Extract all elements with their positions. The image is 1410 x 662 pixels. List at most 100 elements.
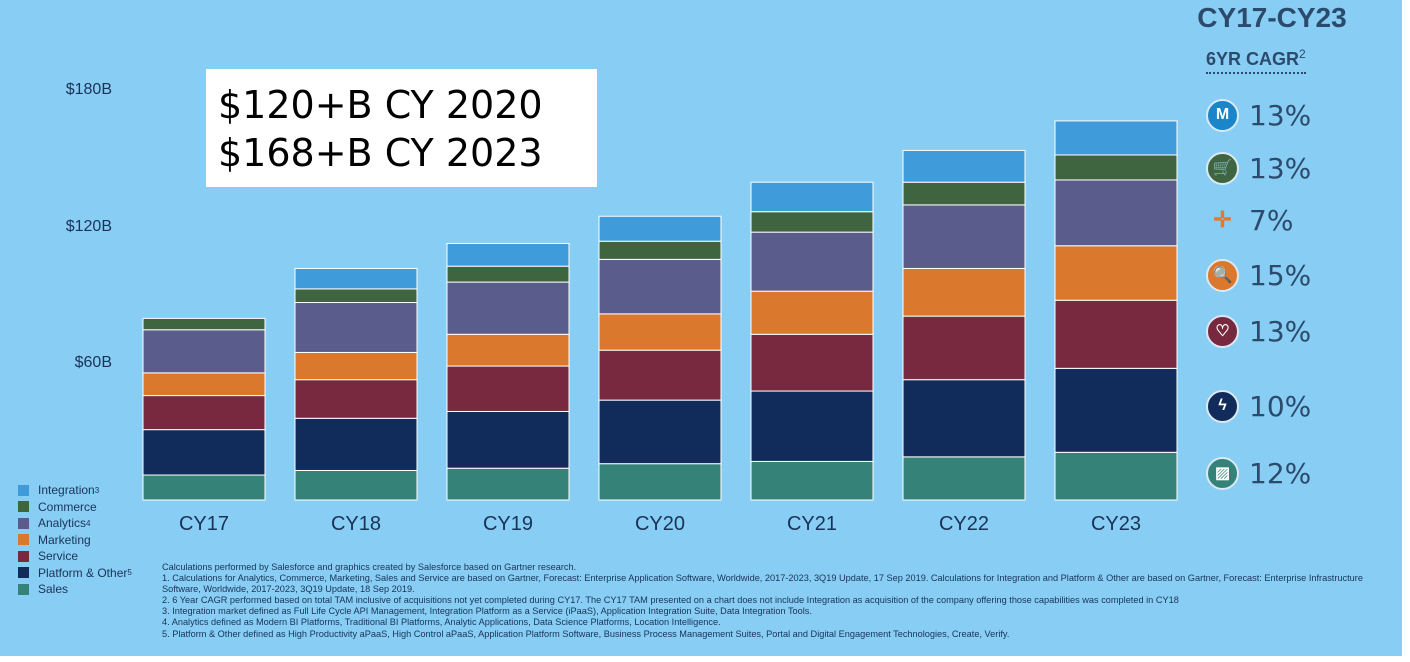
- x-tick-cy19: CY19: [482, 513, 534, 535]
- bar-segment-marketing-cy23: [1054, 245, 1178, 301]
- x-tick-cy22: CY22: [938, 513, 990, 535]
- legend-swatch: [18, 550, 29, 562]
- footnote-1: 1. Calculations for Analytics, Commerce,…: [162, 573, 1363, 595]
- footnote-5: 5. Platform & Other defined as High Prod…: [162, 628, 1010, 639]
- bar-segment-commerce-cy18: [294, 288, 418, 304]
- sales-chart-icon: ▨: [1206, 456, 1239, 490]
- x-tick-cy18: CY18: [330, 513, 382, 535]
- legend-item-sales: Sales: [18, 581, 132, 598]
- bar-segment-sales-cy20: [598, 463, 722, 501]
- bar-segment-service-cy18: [294, 379, 418, 419]
- bar-segment-integration-cy18: [294, 267, 418, 290]
- y-tick-180: $180B: [65, 81, 112, 99]
- bar-segment-platform-other-cy22: [902, 379, 1026, 458]
- bar-segment-service-cy20: [598, 349, 722, 401]
- bar-segment-marketing-cy19: [446, 333, 570, 367]
- bar-segment-service-cy19: [446, 365, 570, 412]
- bar-segment-sales-cy18: [294, 469, 418, 501]
- footnote-source: Calculations performed by Salesforce and…: [162, 562, 577, 572]
- cagr-value: 10%: [1249, 389, 1312, 423]
- legend-swatch: [18, 534, 29, 546]
- cagr-subtitle-text: 6YR CAGR: [1206, 49, 1300, 69]
- bar-segment-integration-cy21: [750, 181, 874, 213]
- x-tick-cy17: CY17: [178, 513, 230, 535]
- cagr-value: 13%: [1249, 314, 1312, 348]
- footnote-4: 4. Analytics defined as Modern BI Platfo…: [162, 617, 721, 628]
- cagr-value: 13%: [1249, 98, 1312, 132]
- bar-segment-service-cy22: [902, 315, 1026, 381]
- cagr-value: 15%: [1249, 258, 1312, 292]
- x-tick-cy21: CY21: [786, 513, 838, 535]
- bar-segment-platform-other-cy19: [446, 410, 570, 469]
- callout-line-2023: $168+B CY 2023: [218, 131, 543, 175]
- bar-segment-service-cy17: [142, 395, 266, 431]
- legend-item-integration: Integration 3: [18, 482, 132, 499]
- bar-segment-analytics-cy21: [750, 231, 874, 292]
- cagr-row: M 13%: [1206, 97, 1311, 133]
- legend-item-analytics: Analytics 4: [18, 515, 132, 532]
- bar-segment-commerce-cy19: [446, 265, 570, 283]
- y-tick-120: $120B: [65, 217, 112, 235]
- legend-swatch: [18, 517, 29, 529]
- tam-callout-box: $120+B CY 2020 $168+B CY 2023: [206, 69, 597, 187]
- bar-segment-integration-cy20: [598, 215, 722, 242]
- x-tick-cy20: CY20: [634, 513, 686, 535]
- bar-segment-integration-cy19: [446, 242, 570, 267]
- commerce-cart-icon: 🛒: [1206, 151, 1239, 185]
- cagr-subtitle: 6YR CAGR2: [1206, 47, 1306, 74]
- bar-segment-commerce-cy17: [142, 317, 266, 331]
- bar-segment-platform-other-cy23: [1054, 367, 1178, 453]
- footnote-3: 3. Integration market defined as Full Li…: [162, 606, 812, 617]
- bar-segment-commerce-cy20: [598, 240, 722, 260]
- legend-swatch: [18, 501, 29, 513]
- cagr-value: 7%: [1249, 203, 1294, 237]
- bar-segment-marketing-cy20: [598, 313, 722, 351]
- bar-segment-marketing-cy22: [902, 267, 1026, 317]
- bar-segment-marketing-cy18: [294, 351, 418, 381]
- bar-segment-commerce-cy23: [1054, 154, 1178, 181]
- legend-footnote-ref: 3: [94, 485, 100, 495]
- legend-item-service: Service: [18, 548, 132, 565]
- cagr-row: ✛ 7%: [1206, 202, 1293, 238]
- bar-segment-marketing-cy21: [750, 290, 874, 335]
- legend-label: Commerce: [38, 499, 97, 514]
- tableau-icon: ✛: [1206, 203, 1239, 237]
- legend-swatch: [18, 583, 29, 595]
- legend-item-platform-other: Platform & Other 5: [18, 565, 132, 582]
- chart-legend: Integration 3 Commerce Analytics 4 Marketing S…: [18, 482, 132, 598]
- callout-line-2020: $120+B CY 2020: [218, 83, 543, 127]
- bar-segment-service-cy21: [750, 333, 874, 392]
- legend-label: Platform & Other: [38, 565, 128, 580]
- bar-segment-sales-cy17: [142, 474, 266, 501]
- footnotes: Calculations performed by Salesforce and…: [162, 562, 1390, 640]
- cagr-row: 🔍 15%: [1206, 257, 1311, 293]
- legend-swatch: [18, 484, 29, 496]
- service-heart-icon: ♡: [1206, 314, 1239, 348]
- cagr-row: 🛒 13%: [1206, 150, 1311, 186]
- bar-segment-sales-cy19: [446, 467, 570, 501]
- cagr-row: ♡ 13%: [1206, 313, 1311, 349]
- bar-segment-marketing-cy17: [142, 372, 266, 397]
- bar-segment-platform-other-cy17: [142, 429, 266, 476]
- cagr-row: ϟ 10%: [1206, 388, 1311, 424]
- cagr-row: ▨ 12%: [1206, 455, 1311, 491]
- cagr-subtitle-footnote: 2: [1299, 47, 1306, 61]
- cagr-value: 12%: [1249, 456, 1312, 490]
- legend-item-marketing: Marketing: [18, 532, 132, 549]
- bar-segment-analytics-cy19: [446, 281, 570, 335]
- cagr-title: CY17-CY23: [1197, 2, 1347, 33]
- bar-segment-sales-cy22: [902, 456, 1026, 501]
- bar-segment-platform-other-cy20: [598, 399, 722, 465]
- x-tick-cy23: CY23: [1090, 513, 1142, 535]
- legend-label: Sales: [38, 582, 69, 597]
- bar-segment-sales-cy21: [750, 460, 874, 501]
- legend-item-commerce: Commerce: [18, 499, 132, 516]
- marketing-search-icon: 🔍: [1206, 258, 1239, 292]
- bar-segment-analytics-cy17: [142, 329, 266, 374]
- bar-segment-analytics-cy22: [902, 204, 1026, 269]
- legend-label: Service: [38, 549, 79, 564]
- bar-segment-analytics-cy18: [294, 302, 418, 353]
- legend-footnote-ref: 4: [86, 518, 91, 528]
- bar-segment-analytics-cy23: [1054, 179, 1178, 247]
